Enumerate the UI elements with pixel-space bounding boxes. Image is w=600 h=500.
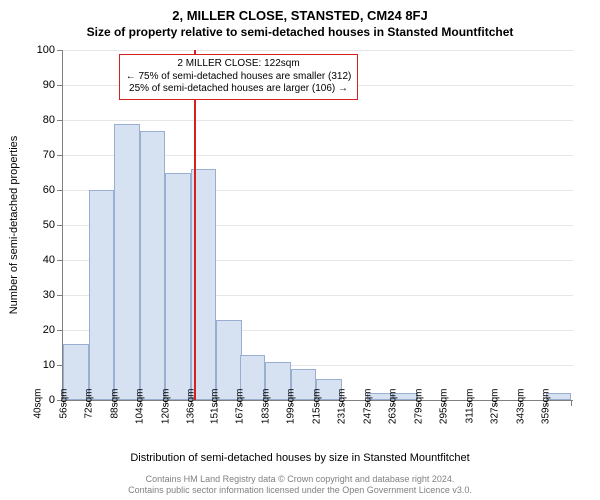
x-tick-label: 295sqm	[439, 389, 450, 439]
x-tick-label: 231sqm	[337, 389, 348, 439]
y-tick-label: 90	[25, 79, 55, 91]
x-tick-label: 56sqm	[58, 389, 69, 439]
y-tick-label: 30	[25, 289, 55, 301]
y-tick	[57, 50, 63, 51]
reference-callout: 2 MILLER CLOSE: 122sqm← 75% of semi-deta…	[119, 54, 359, 100]
grid-line	[63, 50, 573, 51]
x-tick-label: 279sqm	[413, 389, 424, 439]
y-tick	[57, 330, 63, 331]
callout-line-1: 2 MILLER CLOSE: 122sqm	[126, 58, 352, 71]
footer-line-2: Contains public sector information licen…	[0, 485, 600, 496]
x-tick-label: 120sqm	[160, 389, 171, 439]
x-tick-label: 215sqm	[311, 389, 322, 439]
histogram-bar	[89, 190, 115, 400]
x-tick-label: 199sqm	[286, 389, 297, 439]
title-line-2: Size of property relative to semi-detach…	[0, 23, 600, 39]
y-axis-title: Number of semi-detached properties	[8, 136, 20, 315]
x-tick-label: 151sqm	[209, 389, 220, 439]
x-tick	[571, 400, 572, 406]
histogram-bar	[114, 124, 140, 401]
x-tick-label: 247sqm	[362, 389, 373, 439]
y-tick-label: 40	[25, 254, 55, 266]
title-line-1: 2, MILLER CLOSE, STANSTED, CM24 8FJ	[0, 0, 600, 23]
x-tick-label: 263sqm	[388, 389, 399, 439]
y-tick-label: 50	[25, 219, 55, 231]
x-tick-label: 311sqm	[464, 389, 475, 439]
y-tick-label: 100	[25, 44, 55, 56]
callout-line-3: 25% of semi-detached houses are larger (…	[126, 83, 352, 96]
chart-plot-area: 010203040506070809010040sqm56sqm72sqm88s…	[62, 50, 573, 401]
y-tick-label: 80	[25, 114, 55, 126]
callout-line-2: ← 75% of semi-detached houses are smalle…	[126, 71, 352, 84]
x-tick-label: 40sqm	[33, 389, 44, 439]
y-tick	[57, 295, 63, 296]
x-axis-title: Distribution of semi-detached houses by …	[0, 452, 600, 464]
y-tick	[57, 225, 63, 226]
x-tick-label: 88sqm	[109, 389, 120, 439]
y-tick-label: 60	[25, 184, 55, 196]
footer-credits: Contains HM Land Registry data © Crown c…	[0, 474, 600, 497]
x-tick-label: 343sqm	[515, 389, 526, 439]
x-tick-label: 183sqm	[260, 389, 271, 439]
y-tick-label: 10	[25, 359, 55, 371]
y-tick-label: 20	[25, 324, 55, 336]
y-tick	[57, 155, 63, 156]
histogram-bar	[140, 131, 166, 401]
y-tick	[57, 260, 63, 261]
x-tick-label: 167sqm	[235, 389, 246, 439]
x-tick-label: 72sqm	[84, 389, 95, 439]
y-tick	[57, 190, 63, 191]
y-tick	[57, 120, 63, 121]
x-tick-label: 359sqm	[541, 389, 552, 439]
y-tick	[57, 85, 63, 86]
footer-line-1: Contains HM Land Registry data © Crown c…	[0, 474, 600, 485]
histogram-bar	[165, 173, 191, 401]
y-tick-label: 70	[25, 149, 55, 161]
grid-line	[63, 120, 573, 121]
reference-line	[194, 50, 196, 400]
x-tick-label: 327sqm	[490, 389, 501, 439]
x-tick-label: 104sqm	[135, 389, 146, 439]
